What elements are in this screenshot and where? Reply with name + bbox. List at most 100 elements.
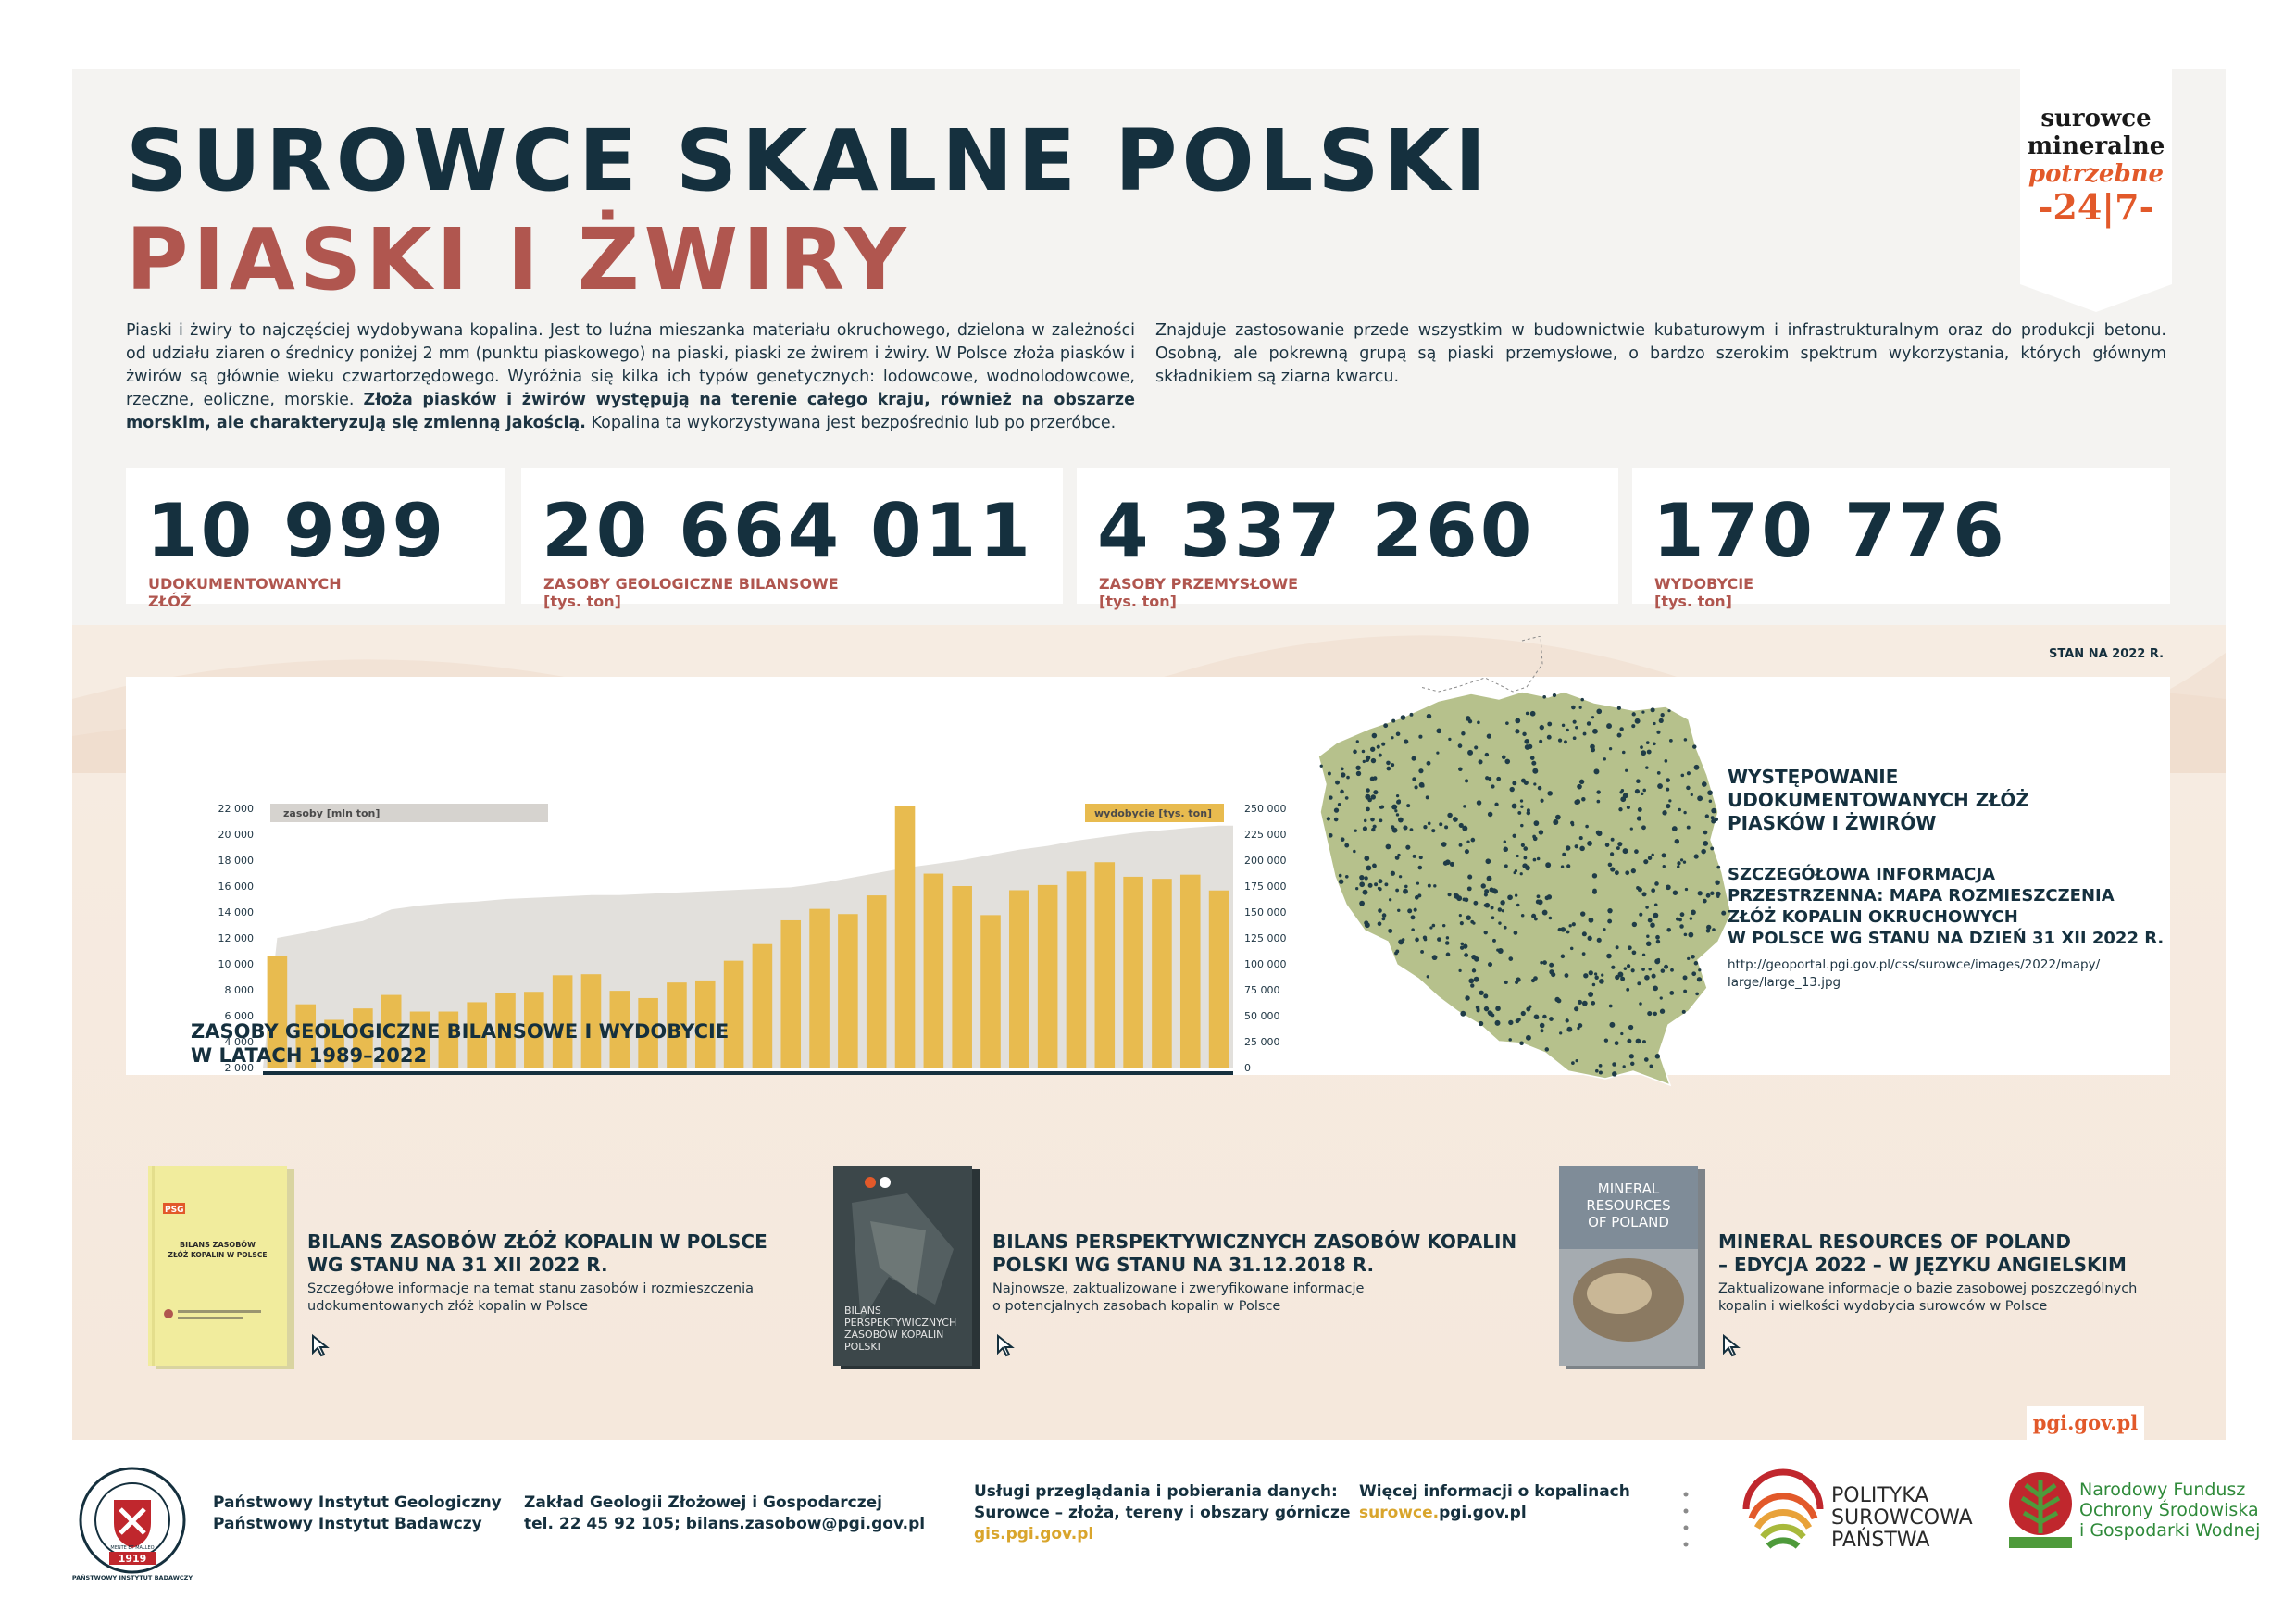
deposit-dot — [1391, 804, 1398, 810]
deposit-dot — [1582, 731, 1587, 736]
deposit-dot — [1539, 724, 1544, 731]
surowce-link-domain[interactable]: pgi.gov.pl — [1439, 1504, 1527, 1522]
map-url-1[interactable]: http://geoportal.pgi.gov.pl/css/surowce/… — [1728, 957, 2101, 972]
map-url[interactable]: http://geoportal.pgi.gov.pl/css/surowce/… — [1728, 956, 2100, 992]
cursor-click-icon[interactable] — [307, 1330, 335, 1358]
deposit-dot — [1378, 879, 1383, 884]
cursor-click-icon[interactable] — [1718, 1330, 1746, 1358]
deposit-dot — [1647, 856, 1653, 860]
pub3-title-1[interactable]: MINERAL RESOURCES OF POLAND — [1718, 1230, 2071, 1253]
deposit-dot — [1416, 881, 1420, 885]
deposit-dot — [1674, 838, 1680, 844]
deposit-dot — [1664, 964, 1669, 969]
deposit-dot — [1359, 900, 1366, 906]
gis-link[interactable]: gis.pgi.gov.pl — [974, 1525, 1094, 1543]
bar-extraction — [667, 982, 687, 1068]
deposit-dot — [1703, 830, 1708, 835]
deposit-dot — [1587, 935, 1592, 941]
deposit-dot — [1631, 950, 1637, 956]
deposit-dot — [1400, 715, 1406, 720]
pub2-title-2[interactable]: POLSKI WG STANU NA 31.12.2018 R. — [992, 1254, 1375, 1276]
publication-cover-mineral-resources[interactable]: MINERAL RESOURCES OF POLAND — [1559, 1166, 1707, 1371]
bar-extraction — [1066, 871, 1087, 1068]
deposit-dot — [1353, 849, 1356, 854]
deposit-dot — [1333, 807, 1340, 813]
deposit-dot — [1619, 790, 1623, 794]
deposit-dot — [1631, 921, 1638, 928]
services-line1: Usługi przeglądania i pobierania danych: — [974, 1482, 1338, 1501]
y-left-tick-label: 14 000 — [218, 906, 255, 918]
pub1-title-1[interactable]: BILANS ZASOBÓW ZŁÓŻ KOPALIN W POLSCE — [307, 1230, 767, 1253]
deposit-dot — [1540, 961, 1543, 965]
deposit-dot — [1705, 893, 1711, 898]
deposit-dot — [1705, 928, 1711, 933]
bar-extraction — [609, 991, 630, 1068]
deposit-dot — [1697, 891, 1703, 896]
deposit-dot — [1509, 786, 1515, 793]
deposit-dot — [1572, 736, 1577, 741]
deposit-dot — [1496, 948, 1500, 952]
deposit-dot — [1513, 931, 1518, 935]
deposit-dot — [1693, 764, 1700, 770]
deposit-dot — [1415, 937, 1419, 943]
pub1-desc-1: Szczegółowe informacje na temat stanu za… — [307, 1281, 755, 1296]
more-info-line1: Więcej informacji o kopalinach — [1359, 1482, 1630, 1501]
deposit-dot — [1653, 721, 1656, 726]
deposit-dot — [1374, 882, 1379, 887]
deposit-dot — [1630, 968, 1635, 973]
chart-title: ZASOBY GEOLOGICZNE BILANSOWE I WYDOBYCIE… — [191, 1019, 729, 1068]
deposit-dot — [1488, 962, 1493, 968]
publication-title[interactable]: MINERAL RESOURCES OF POLAND – EDYCJA 202… — [1718, 1230, 2127, 1277]
cursor-click-icon[interactable] — [992, 1330, 1020, 1358]
deposit-dot — [1373, 864, 1377, 868]
department-phone-email[interactable]: tel. 22 45 92 105; bilans.zasobow@pgi.go… — [524, 1515, 926, 1533]
deposit-dot — [1448, 737, 1452, 742]
legend-left-pill — [270, 804, 548, 822]
deposit-dot — [1588, 917, 1594, 923]
deposit-dot — [1615, 945, 1619, 950]
map-url-2[interactable]: large/large_13.jpg — [1728, 975, 1841, 990]
deposit-dot — [1653, 912, 1659, 918]
deposit-dot — [1580, 911, 1586, 917]
deposit-dot — [1682, 975, 1688, 981]
surowce-link-prefix[interactable]: surowce. — [1359, 1504, 1440, 1522]
deposit-dot — [1395, 888, 1400, 893]
publication-title[interactable]: BILANS ZASOBÓW ZŁÓŻ KOPALIN W POLSCE WG … — [307, 1230, 767, 1277]
publication-cover-perspektywiczne[interactable]: BILANS PERSPEKTYWICZNYCH ZASOBÓW KOPALIN… — [833, 1166, 981, 1371]
deposit-dot — [1412, 777, 1416, 781]
publication-title[interactable]: BILANS PERSPEKTYWICZNYCH ZASOBÓW KOPALIN… — [992, 1230, 1516, 1277]
deposit-dot — [1566, 728, 1569, 732]
pub2-title-1[interactable]: BILANS PERSPEKTYWICZNYCH ZASOBÓW KOPALIN — [992, 1230, 1517, 1253]
stat-geological-reserves: 20 664 011 ZASOBY GEOLOGICZNE BILANSOWE … — [521, 468, 1063, 610]
surowce-link[interactable]: surowce.pgi.gov.pl — [1359, 1503, 1630, 1524]
deposit-dot — [1614, 870, 1619, 876]
poland-deposits-map[interactable] — [1300, 636, 1744, 1118]
deposit-dot — [1500, 900, 1505, 906]
website-link[interactable]: pgi.gov.pl — [2027, 1406, 2144, 1440]
deposit-dot — [1494, 1019, 1501, 1026]
deposit-dot — [1610, 837, 1615, 842]
deposit-dot — [1412, 854, 1416, 858]
bar-extraction — [295, 1004, 317, 1068]
deposit-dot — [1616, 846, 1620, 851]
deposit-dot — [1569, 946, 1574, 951]
deposit-dot — [1645, 906, 1649, 909]
deposit-dot — [1643, 859, 1649, 865]
deposit-dot — [1463, 805, 1466, 808]
publication-cover-bilans[interactable]: PSG BILANS ZASOBÓW ZŁÓŻ KOPALIN W POLSCE — [148, 1166, 296, 1371]
bar-extraction — [838, 914, 858, 1068]
deposit-dot — [1686, 825, 1691, 830]
map-info-2: PRZESTRZENNA: MAPA ROZMIESZCZENIA — [1728, 886, 2115, 906]
deposit-dot — [1362, 759, 1366, 764]
pub1-title-2[interactable]: WG STANU NA 31 XII 2022 R. — [307, 1254, 608, 1276]
deposit-dot — [1611, 965, 1616, 969]
deposit-dot — [1545, 862, 1552, 868]
deposit-dot — [1595, 1068, 1599, 1073]
deposit-dot — [1386, 766, 1391, 771]
deposit-dot — [1439, 822, 1443, 827]
deposit-dot — [1629, 827, 1633, 831]
deposit-dot — [1441, 923, 1446, 928]
deposit-dot — [1666, 778, 1670, 782]
cover-title-1: BILANS — [844, 1305, 881, 1317]
pub3-title-2[interactable]: – EDYCJA 2022 – W JĘZYKU ANGIELSKIM — [1718, 1254, 2127, 1276]
